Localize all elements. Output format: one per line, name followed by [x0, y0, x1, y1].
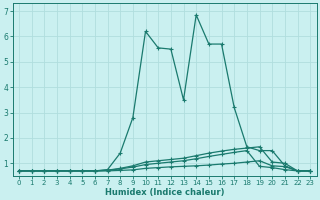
X-axis label: Humidex (Indice chaleur): Humidex (Indice chaleur) — [105, 188, 224, 197]
